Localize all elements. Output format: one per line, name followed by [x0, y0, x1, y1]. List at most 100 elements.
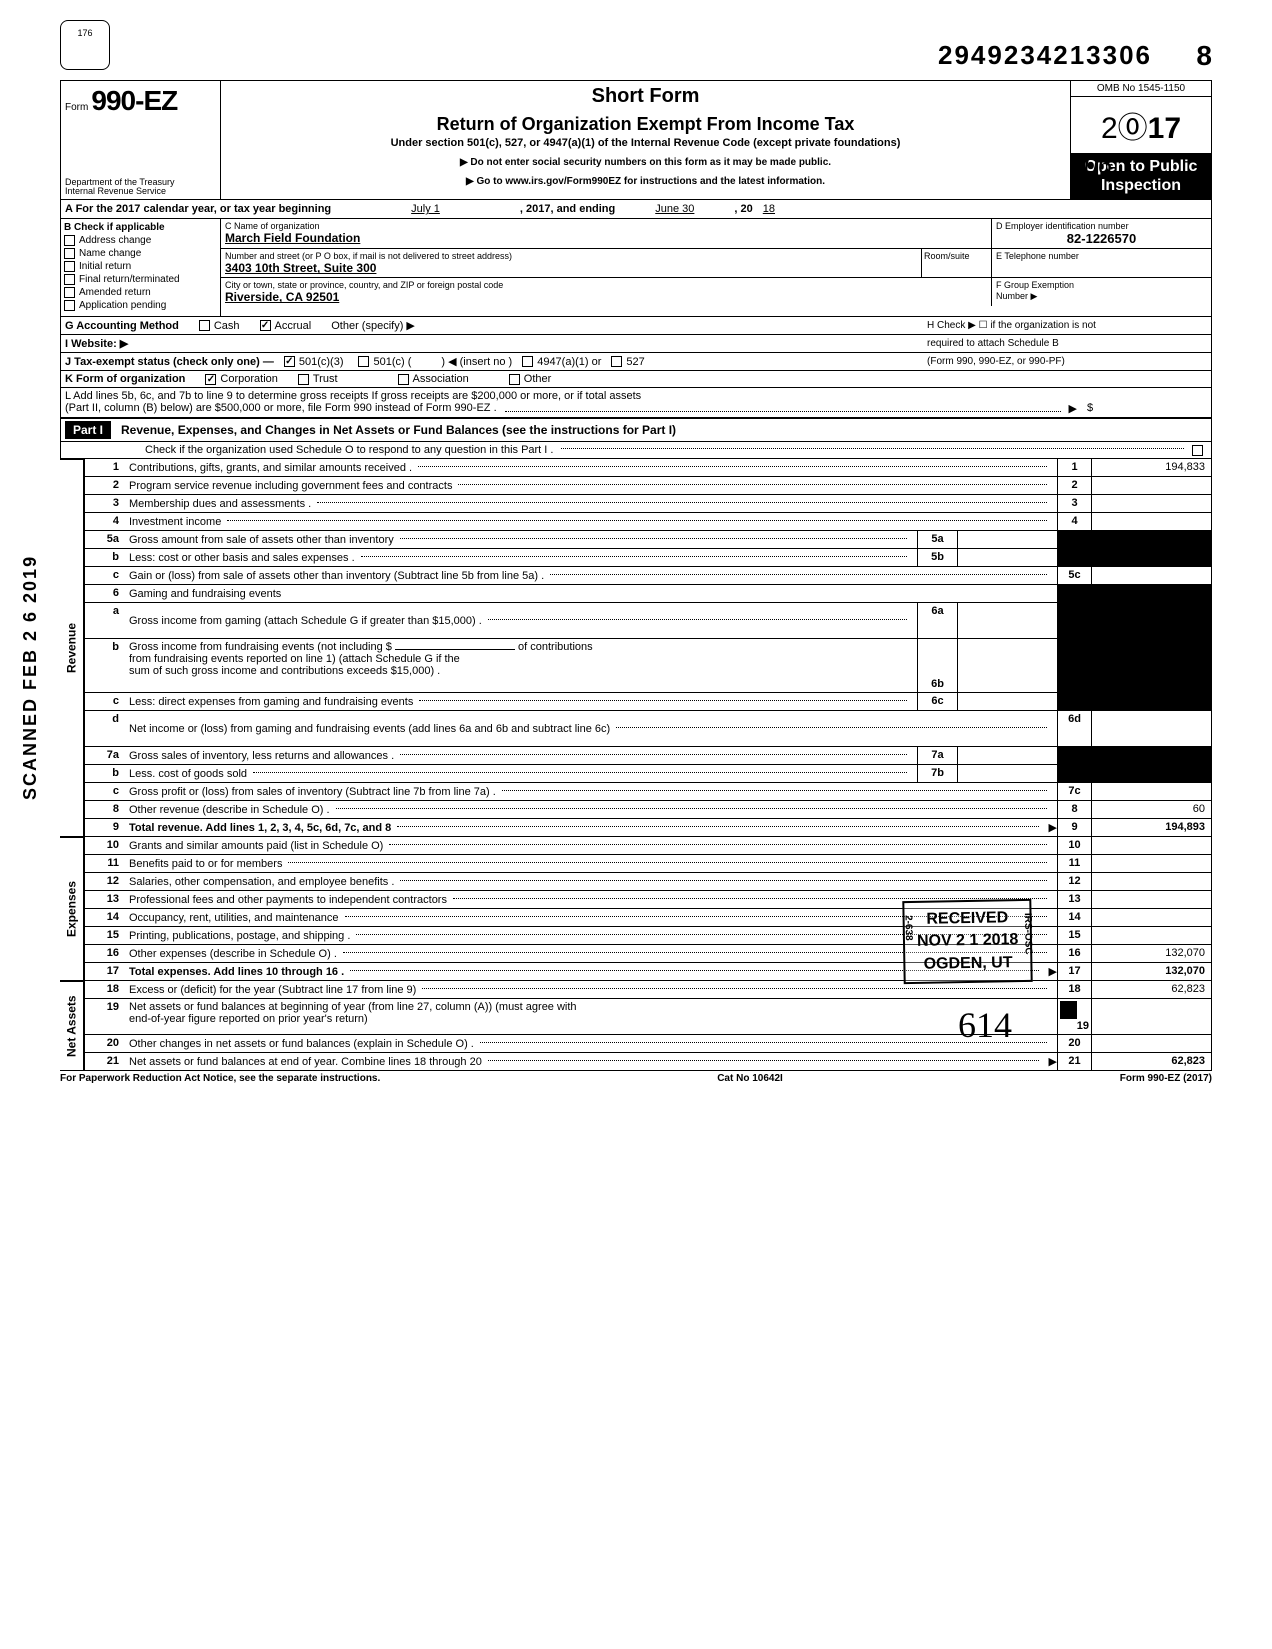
- line-5c-box: 5c: [1057, 567, 1091, 584]
- org-name: March Field Foundation: [225, 231, 987, 245]
- line-2-num: 2: [85, 477, 125, 494]
- section-b-checkboxes: B Check if applicable Address change Nam…: [61, 219, 221, 316]
- line-5a-num: 5a: [85, 531, 125, 548]
- part1-label: Part I: [65, 421, 111, 439]
- line-4-num: 4: [85, 513, 125, 530]
- cb-initial-return[interactable]: [64, 261, 75, 272]
- line-6c-mid: 6c: [917, 693, 957, 710]
- row-a-end2: , 20: [734, 203, 752, 215]
- handwritten-614: 614: [958, 1004, 1012, 1046]
- row-h-text3: (Form 990, 990-EZ, or 990-PF): [927, 356, 1207, 367]
- section-d-label: D Employer identification number: [996, 221, 1207, 231]
- line-20-val: [1091, 1035, 1211, 1052]
- section-f-label: F Group Exemption: [996, 280, 1074, 290]
- line-6a-mid: 6a: [917, 603, 957, 638]
- cb-cash[interactable]: [199, 320, 210, 331]
- footer-center: Cat No 10642I: [717, 1073, 783, 1084]
- part1-title: Revenue, Expenses, and Changes in Net As…: [121, 423, 1207, 437]
- line-20-box: 20: [1057, 1035, 1091, 1052]
- row-a-mid: , 2017, and ending: [520, 203, 615, 215]
- dln: 2949234213306: [938, 40, 1152, 71]
- cb-label-name: Name change: [79, 248, 141, 259]
- line-1-num: 1: [85, 459, 125, 476]
- line-4-val: [1091, 513, 1211, 530]
- line-2-desc: Program service revenue including govern…: [125, 477, 1057, 494]
- year-begin: July 1: [411, 203, 440, 215]
- year-end-yy: 18: [763, 203, 775, 215]
- label-4947: 4947(a)(1) or: [537, 356, 601, 368]
- label-trust: Trust: [313, 373, 338, 385]
- line-3-num: 3: [85, 495, 125, 512]
- row-h-text2: required to attach Schedule B: [927, 338, 1207, 349]
- cb-final-return[interactable]: [64, 274, 75, 285]
- line-1-desc: Contributions, gifts, grants, and simila…: [125, 459, 1057, 476]
- cb-527[interactable]: [611, 356, 622, 367]
- label-accrual: Accrual: [275, 320, 312, 332]
- line-4-desc: Investment income: [125, 513, 1057, 530]
- city-label: City or town, state or province, country…: [225, 280, 987, 290]
- line-12-num: 12: [85, 873, 125, 890]
- cb-corporation[interactable]: [205, 374, 216, 385]
- label-other-method: Other (specify) ▶: [331, 319, 415, 332]
- cb-address-change[interactable]: [64, 235, 75, 246]
- line-16-num: 16: [85, 945, 125, 962]
- line-6b-desc1: Gross income from fundraising events (no…: [129, 641, 392, 653]
- row-l-arrow: ▶: [1069, 402, 1077, 415]
- label-other-org: Other: [524, 373, 552, 385]
- line-6-num: 6: [85, 585, 125, 602]
- line-11-val: [1091, 855, 1211, 872]
- line-2-box: 2: [1057, 477, 1091, 494]
- line-1-box: 1: [1057, 459, 1091, 476]
- line-19-val: [1091, 999, 1211, 1034]
- cb-trust[interactable]: [298, 374, 309, 385]
- cb-name-change[interactable]: [64, 248, 75, 259]
- line-6-desc: Gaming and fundraising events: [125, 585, 1057, 602]
- label-revenue: Revenue: [60, 459, 84, 837]
- cb-501c3[interactable]: [284, 356, 295, 367]
- line-5b-mid: 5b: [917, 549, 957, 566]
- row-h-text1: H Check ▶ ☐ if the organization is not: [927, 320, 1207, 331]
- line-8-desc: Other revenue (describe in Schedule O) .: [125, 801, 1057, 818]
- label-cash: Cash: [214, 320, 240, 332]
- footer-left: For Paperwork Reduction Act Notice, see …: [60, 1073, 380, 1084]
- line-5c-desc: Gain or (loss) from sale of assets other…: [125, 567, 1057, 584]
- line-6a-num: a: [85, 603, 125, 638]
- line-3-val: [1091, 495, 1211, 512]
- line-6d-num: d: [85, 711, 125, 746]
- handwritten-806: 806: [1070, 150, 1112, 182]
- line-5c-val: [1091, 567, 1211, 584]
- cb-association[interactable]: [398, 374, 409, 385]
- line-7c-desc: Gross profit or (loss) from sales of inv…: [125, 783, 1057, 800]
- line-4-box: 4: [1057, 513, 1091, 530]
- cb-accrual[interactable]: [260, 320, 271, 331]
- line-5b-desc: Less: cost or other basis and sales expe…: [125, 549, 917, 566]
- section-e-label: E Telephone number: [996, 251, 1207, 261]
- street-label: Number and street (or P O box, if mail i…: [225, 251, 917, 261]
- cb-4947[interactable]: [522, 356, 533, 367]
- row-l-text1: L Add lines 5b, 6c, and 7b to line 9 to …: [65, 390, 1207, 402]
- line-3-desc: Membership dues and assessments .: [125, 495, 1057, 512]
- line-10-num: 10: [85, 837, 125, 854]
- row-a-tax-year: A For the 2017 calendar year, or tax yea…: [60, 200, 1212, 219]
- instr-url: ▶ Go to www.irs.gov/Form990EZ for instru…: [229, 176, 1062, 187]
- line-14-num: 14: [85, 909, 125, 926]
- line-5a-mid: 5a: [917, 531, 957, 548]
- cb-other-org[interactable]: [509, 374, 520, 385]
- line-19-box: 19: [1077, 1020, 1089, 1032]
- line-18-val: 62,823: [1091, 981, 1211, 998]
- line-10-box: 10: [1057, 837, 1091, 854]
- cb-application-pending[interactable]: [64, 300, 75, 311]
- line-12-box: 12: [1057, 873, 1091, 890]
- cb-schedule-o[interactable]: [1192, 445, 1203, 456]
- row-l-dollar: $: [1087, 402, 1207, 415]
- cb-501c[interactable]: [358, 356, 369, 367]
- section-f-label2: Number ▶: [996, 291, 1037, 301]
- row-l-text2: (Part II, column (B) below) are $500,000…: [65, 402, 497, 415]
- line-18-num: 18: [85, 981, 125, 998]
- line-11-desc: Benefits paid to or for members: [125, 855, 1057, 872]
- received-stamp: 2-638 RECEIVED NOV 2 1 2018 OGDEN, UT IR…: [902, 899, 1033, 984]
- line-6a-desc: Gross income from gaming (attach Schedul…: [125, 603, 917, 638]
- form-subtitle: Under section 501(c), 527, or 4947(a)(1)…: [229, 137, 1062, 149]
- cb-amended-return[interactable]: [64, 287, 75, 298]
- page-number: 8: [1196, 40, 1212, 72]
